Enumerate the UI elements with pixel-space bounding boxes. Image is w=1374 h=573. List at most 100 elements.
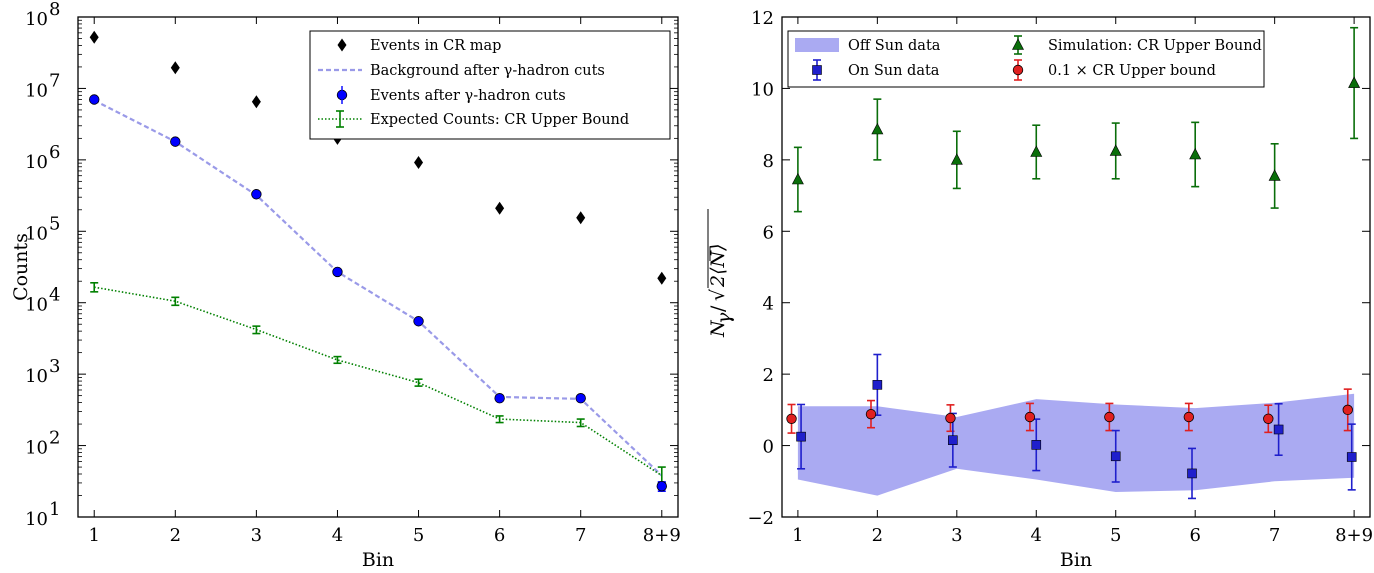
ylabel-main: N	[707, 319, 729, 338]
left-x-tick-label: 5	[413, 525, 424, 546]
ylabel-sub: γ	[713, 312, 735, 324]
events-after-cuts-marker	[89, 94, 100, 105]
left-y-tick-label-exponent: 2	[49, 428, 60, 449]
scaled-cr-marker	[1183, 411, 1195, 423]
right-x-tick-label: 3	[951, 525, 962, 546]
right-x-tick-label: 8+9	[1335, 525, 1373, 546]
right-x-axis-label: Bin	[1060, 549, 1092, 571]
right-y-tick-label: 6	[763, 222, 774, 243]
left-y-tick-label: 10	[25, 509, 48, 530]
right-y-axis-label: N γ / √ 2⟨N⟩	[707, 209, 735, 338]
expected-counts-errorbar	[171, 296, 180, 307]
legend-label: Background after γ-hadron cuts	[370, 63, 605, 79]
ylabel-slash: /	[707, 305, 729, 312]
left-plot-frame	[77, 16, 679, 518]
scaled-cr-marker	[786, 413, 797, 424]
right-x-tick-label: 1	[792, 525, 803, 546]
left-y-tick-label: 10	[25, 295, 48, 316]
events-after-cuts-marker	[575, 393, 586, 404]
right-x-tick-label: 7	[1269, 525, 1280, 546]
left-y-tick-label: 10	[25, 366, 48, 387]
events-after-cuts-marker	[332, 266, 343, 278]
left-y-tick-label-exponent: 3	[49, 356, 60, 377]
legend-label: 0.1 × CR Upper bound	[1048, 63, 1216, 79]
simulation-marker	[1189, 147, 1202, 160]
right-plot-frame	[781, 16, 1371, 518]
ylabel-inner: 2⟨N⟩	[707, 243, 729, 288]
background-line	[93, 99, 663, 477]
left-y-tick-label-exponent: 8	[49, 0, 60, 20]
legend-off-sun-swatch	[795, 38, 839, 52]
on-sun-marker	[1110, 451, 1121, 462]
right-legend: Off Sun data On Sun data Simulation: CR Up…	[787, 30, 1265, 88]
left-y-tick-label: 10	[25, 438, 48, 459]
cr-map-marker	[170, 61, 180, 75]
left-y-tick-label: 10	[25, 223, 48, 244]
scaled-cr-marker	[945, 412, 956, 424]
on-sun-marker	[1273, 424, 1284, 435]
events-after-cuts-marker	[494, 393, 505, 404]
legend-on-sun-swatch	[812, 65, 822, 75]
right-y-tick-label: 0	[763, 437, 774, 458]
left-x-tick-label: 7	[575, 525, 586, 546]
right-y-tick-label: 4	[763, 294, 774, 315]
expected-counts-errorbar	[657, 466, 666, 484]
right-x-tick-label: 2	[872, 525, 883, 546]
left-x-tick-label: 8+9	[643, 525, 681, 546]
cr-map-marker	[251, 95, 261, 109]
expected-counts-errorbar	[252, 325, 261, 335]
simulation-marker	[1109, 144, 1122, 156]
left-y-axis-label: Counts	[10, 233, 32, 301]
left-y-tick-label-exponent: 1	[49, 499, 60, 520]
expected-counts-errorbar	[333, 355, 342, 365]
left-x-tick-label: 2	[170, 525, 181, 546]
legend-scaled-cr-swatch	[1012, 64, 1024, 76]
cr-map-marker	[576, 211, 586, 225]
cr-map-marker	[414, 155, 424, 169]
left-y-tick-label-exponent: 7	[49, 70, 60, 91]
legend-simulation-swatch	[1012, 38, 1024, 50]
events-after-cuts-marker	[170, 136, 181, 147]
events-after-cuts-marker	[251, 189, 262, 200]
right-x-tick-label: 6	[1189, 525, 1200, 546]
events-after-cuts-marker	[656, 480, 667, 492]
scaled-cr-marker	[1342, 404, 1353, 416]
scaled-cr-marker	[1104, 411, 1115, 423]
left-x-tick-label: 4	[332, 525, 343, 546]
right-y-tick-label: 2	[763, 365, 774, 386]
legend-label: Simulation: CR Upper Bound	[1048, 38, 1262, 54]
legend-label: Events in CR map	[370, 38, 501, 54]
left-y-tick-label: 10	[25, 152, 48, 173]
cr-map-marker	[657, 271, 667, 285]
legend-label: Events after γ-hadron cuts	[370, 88, 566, 104]
legend-cr-map-swatch	[337, 38, 347, 52]
on-sun-marker	[1346, 452, 1357, 462]
right-legend-frame	[787, 30, 1265, 88]
left-y-tick-label: 10	[25, 80, 48, 101]
on-sun-marker	[1187, 468, 1197, 479]
on-sun-marker	[948, 435, 958, 446]
left-y-tick-label-exponent: 6	[49, 142, 60, 163]
expected-counts-errorbar	[414, 378, 423, 387]
left-x-tick-label: 1	[88, 525, 99, 546]
simulation-marker	[791, 172, 804, 185]
legend-label: Off Sun data	[848, 38, 941, 54]
scaled-cr-marker	[1024, 411, 1036, 423]
scaled-cr-marker	[1263, 413, 1274, 424]
right-y-tick-label: 10	[751, 79, 774, 100]
right-x-tick-label: 5	[1110, 525, 1121, 546]
left-y-tick-label: 10	[25, 9, 48, 30]
cr-map-marker	[89, 30, 99, 44]
legend-label: Expected Counts: CR Upper Bound	[370, 112, 629, 128]
simulation-marker	[871, 122, 884, 135]
legend-label: On Sun data	[848, 63, 940, 79]
on-sun-marker	[1031, 440, 1042, 450]
right-y-tick-label: 8	[763, 151, 774, 172]
left-x-tick-label: 6	[494, 525, 505, 546]
simulation-marker	[1030, 145, 1043, 157]
expected-counts-line	[94, 286, 663, 477]
simulation-marker	[1268, 169, 1281, 181]
legend-expected-swatch-errorbar	[336, 110, 344, 128]
